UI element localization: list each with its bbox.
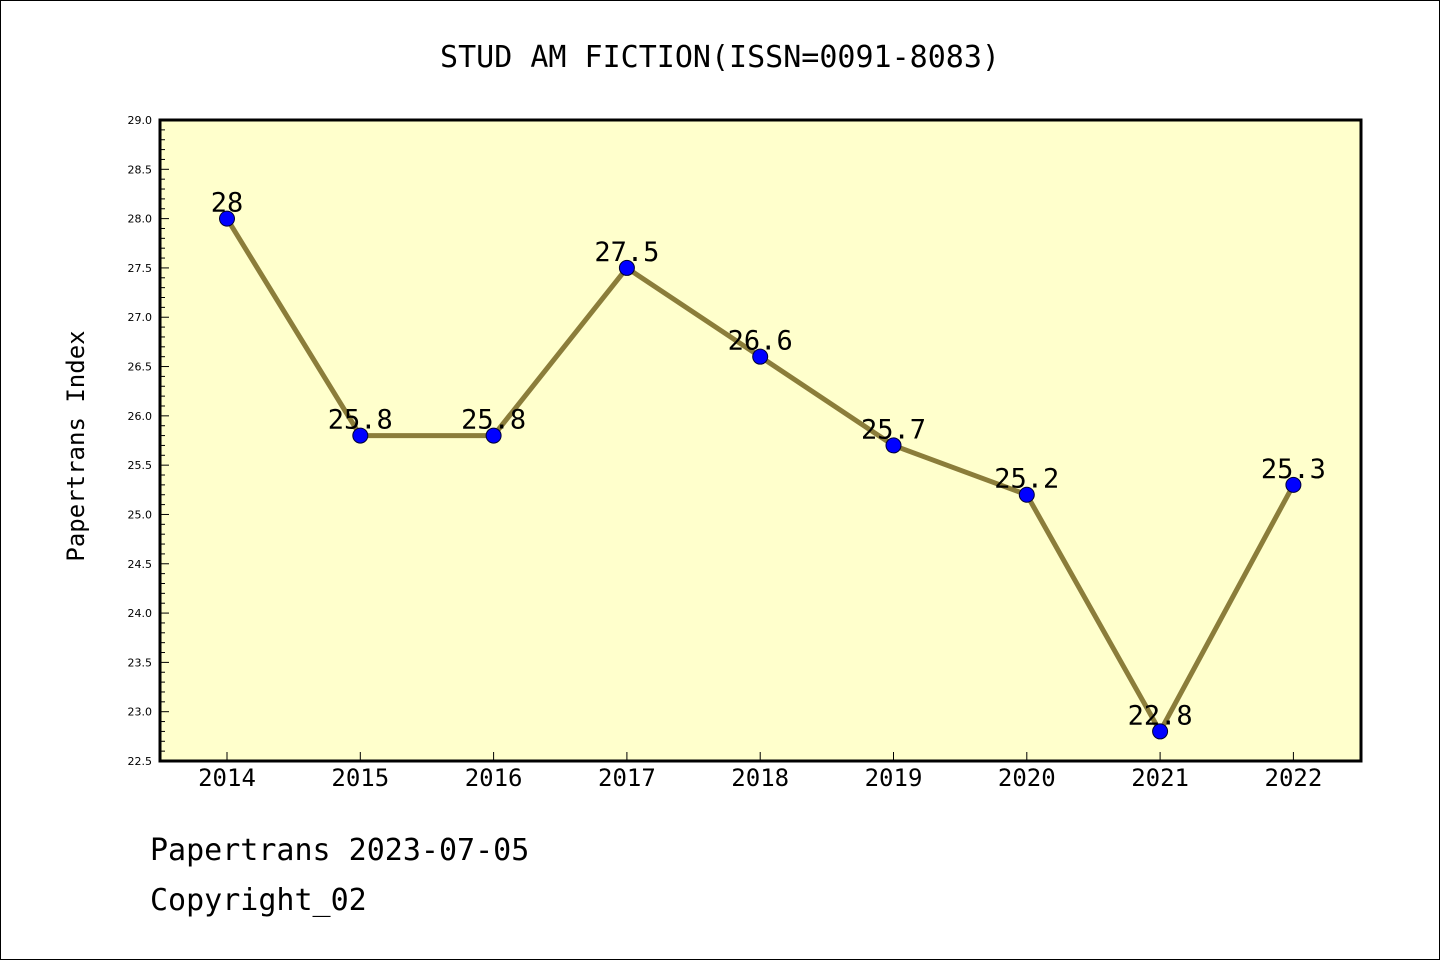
y-tick-label: 23.5 — [128, 656, 153, 669]
data-label: 25.2 — [994, 464, 1059, 495]
x-tick-label: 2016 — [465, 764, 523, 792]
y-tick-label: 25.0 — [128, 508, 153, 521]
x-tick-label: 2014 — [198, 764, 256, 792]
data-point — [1152, 723, 1169, 740]
data-label: 25.3 — [1261, 454, 1326, 485]
y-tick-label: 28.0 — [128, 213, 153, 226]
data-label: 27.5 — [594, 237, 659, 268]
data-point — [618, 259, 635, 276]
y-tick-label: 26.5 — [128, 361, 153, 374]
chart-title: STUD AM FICTION(ISSN=0091-8083) — [440, 40, 1000, 75]
data-label: 22.8 — [1128, 700, 1193, 731]
x-axis: 2014 2015 2016 2017 2018 2019 2020 2021 2022 — [198, 752, 1322, 792]
x-tick-label: 2021 — [1131, 764, 1189, 792]
data-label: 25.8 — [461, 405, 526, 436]
y-tick-label: 27.5 — [128, 262, 153, 275]
data-markers — [219, 210, 1302, 740]
x-tick-label: 2019 — [865, 764, 923, 792]
data-point — [485, 427, 502, 444]
y-tick-label: 22.5 — [128, 755, 153, 768]
data-point — [352, 427, 369, 444]
y-tick-label: 24.5 — [128, 558, 153, 571]
x-tick-label: 2017 — [598, 764, 656, 792]
x-tick-label: 2015 — [331, 764, 389, 792]
y-tick-label: 28.5 — [128, 163, 153, 176]
data-label: 26.6 — [728, 326, 793, 357]
data-label: 25.7 — [861, 414, 926, 445]
y-axis: 22.5 23.0 23.5 24.0 24.5 25.0 25.5 26.0 26.5 27.0… — [128, 114, 169, 768]
y-tick-label: 29.0 — [128, 114, 153, 127]
x-tick-label: 2022 — [1265, 764, 1323, 792]
y-tick-label: 27.0 — [128, 311, 153, 324]
plot-area — [158, 118, 1363, 763]
x-tick-label: 2020 — [998, 764, 1056, 792]
data-point — [219, 210, 235, 227]
data-point — [1018, 486, 1035, 503]
data-point — [1285, 476, 1302, 493]
data-label: 28 — [211, 188, 244, 219]
y-axis-label: Papertrans Index — [62, 330, 90, 561]
x-tick-label: 2018 — [731, 764, 789, 792]
y-tick-label: 25.5 — [128, 459, 153, 472]
y-tick-label: 23.0 — [128, 706, 153, 719]
footer-copyright: Copyright_02 — [150, 883, 367, 918]
y-tick-label: 26.0 — [128, 410, 153, 423]
data-point — [752, 348, 769, 365]
data-label: 25.8 — [328, 405, 393, 436]
data-labels: 28 25.8 25.8 27.5 26.6 25.7 25.2 22.8 25.3 — [211, 188, 1326, 732]
y-tick-label: 24.0 — [128, 607, 153, 620]
footer-date: Papertrans 2023-07-05 — [150, 833, 530, 868]
data-point — [885, 437, 902, 454]
